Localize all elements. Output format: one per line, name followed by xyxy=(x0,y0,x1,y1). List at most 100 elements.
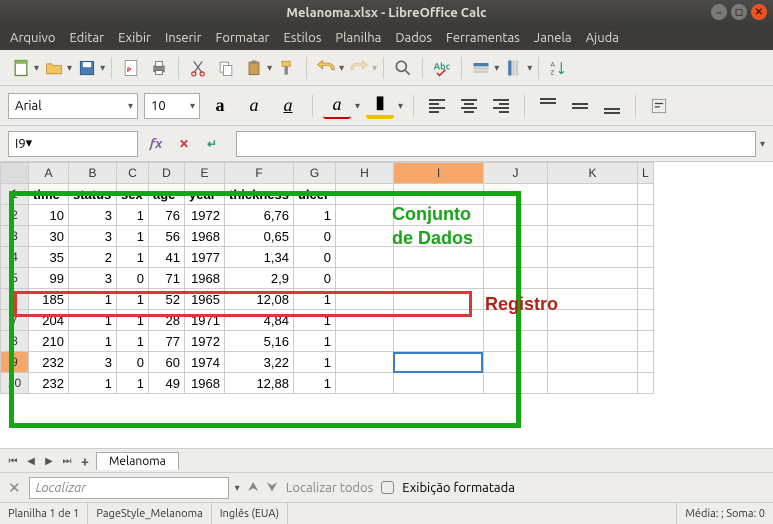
cell-F1[interactable]: thickness xyxy=(225,184,294,205)
cell-K5[interactable] xyxy=(547,268,637,289)
cell-A3[interactable]: 30 xyxy=(29,226,69,247)
cell-J4[interactable] xyxy=(483,247,547,268)
cell-B10[interactable]: 1 xyxy=(69,373,117,394)
cell-C1[interactable]: sex xyxy=(117,184,149,205)
print-button[interactable] xyxy=(146,55,172,81)
cell-B1[interactable]: status xyxy=(69,184,117,205)
row-header-1[interactable]: 1 xyxy=(1,184,29,205)
copy-button[interactable] xyxy=(213,55,239,81)
spreadsheet-grid[interactable]: ABCDEFGHIJKL1timestatussexageyearthickne… xyxy=(0,162,773,448)
cell-G9[interactable]: 1 xyxy=(293,352,335,373)
cell-L6[interactable] xyxy=(637,289,653,310)
align-bottom-button[interactable] xyxy=(599,93,625,119)
cell-H3[interactable] xyxy=(335,226,393,247)
column-header-A[interactable]: A xyxy=(29,163,69,184)
paste-button[interactable] xyxy=(241,55,267,81)
cell-A1[interactable]: time xyxy=(29,184,69,205)
cell-F7[interactable]: 4,84 xyxy=(225,310,294,331)
cell-E8[interactable]: 1972 xyxy=(185,331,225,352)
cell-L1[interactable] xyxy=(637,184,653,205)
cell-G6[interactable]: 1 xyxy=(293,289,335,310)
cell-K4[interactable] xyxy=(547,247,637,268)
align-top-button[interactable] xyxy=(535,93,561,119)
cell-B8[interactable]: 1 xyxy=(69,331,117,352)
cell-I1[interactable] xyxy=(393,184,483,205)
cell-G7[interactable]: 1 xyxy=(293,310,335,331)
cell-F10[interactable]: 12,88 xyxy=(225,373,294,394)
highlight-dropdown[interactable]: ▾ xyxy=(398,100,403,112)
cell-D7[interactable]: 28 xyxy=(149,310,185,331)
window-minimize-button[interactable]: – xyxy=(711,4,727,20)
row-header-10[interactable]: 10 xyxy=(1,373,29,394)
cell-reference-box[interactable]: I9▾ xyxy=(8,131,138,157)
column-button[interactable] xyxy=(501,55,527,81)
align-center-button[interactable] xyxy=(456,93,482,119)
row-header-3[interactable]: 3 xyxy=(1,226,29,247)
cell-E2[interactable]: 1972 xyxy=(185,205,225,226)
undo-button[interactable] xyxy=(313,55,339,81)
cell-D5[interactable]: 71 xyxy=(149,268,185,289)
column-header-I[interactable]: I xyxy=(393,163,483,184)
window-close-button[interactable]: ✕ xyxy=(751,4,767,20)
cell-G10[interactable]: 1 xyxy=(293,373,335,394)
cell-C2[interactable]: 1 xyxy=(117,205,149,226)
cell-I6[interactable] xyxy=(393,289,483,310)
cell-D4[interactable]: 41 xyxy=(149,247,185,268)
cell-G5[interactable]: 0 xyxy=(293,268,335,289)
menu-inserir[interactable]: Inserir xyxy=(165,31,202,45)
menu-janela[interactable]: Janela xyxy=(534,31,572,45)
row-header-2[interactable]: 2 xyxy=(1,205,29,226)
open-dropdown[interactable]: ▾ xyxy=(67,62,72,74)
row-header-5[interactable]: 5 xyxy=(1,268,29,289)
cell-I5[interactable] xyxy=(393,268,483,289)
find-all-button[interactable]: Localizar todos xyxy=(286,481,374,495)
cell-G1[interactable]: ulcer xyxy=(293,184,335,205)
cell-D3[interactable]: 56 xyxy=(149,226,185,247)
formula-input[interactable] xyxy=(236,131,756,157)
new-doc-button[interactable] xyxy=(8,55,34,81)
cell-G2[interactable]: 1 xyxy=(293,205,335,226)
cell-K3[interactable] xyxy=(547,226,637,247)
export-pdf-button[interactable]: P xyxy=(118,55,144,81)
menu-ajuda[interactable]: Ajuda xyxy=(586,31,619,45)
bold-button[interactable]: a xyxy=(206,93,234,119)
column-header-B[interactable]: B xyxy=(69,163,117,184)
highlight-button[interactable]: ▮ xyxy=(366,93,394,119)
underline-button[interactable]: a xyxy=(274,93,302,119)
cell-H6[interactable] xyxy=(335,289,393,310)
menu-dados[interactable]: Dados xyxy=(395,31,432,45)
tab-last-button[interactable]: ⏭ xyxy=(60,453,74,469)
row-header-4[interactable]: 4 xyxy=(1,247,29,268)
window-maximize-button[interactable]: ◻ xyxy=(731,4,747,20)
function-wizard-button[interactable]: fx xyxy=(144,132,168,156)
cell-K7[interactable] xyxy=(547,310,637,331)
column-header-H[interactable]: H xyxy=(335,163,393,184)
cell-B6[interactable]: 1 xyxy=(69,289,117,310)
cell-G8[interactable]: 1 xyxy=(293,331,335,352)
cell-H2[interactable] xyxy=(335,205,393,226)
menu-planilha[interactable]: Planilha xyxy=(335,31,381,45)
cell-F9[interactable]: 3,22 xyxy=(225,352,294,373)
cell-A7[interactable]: 204 xyxy=(29,310,69,331)
find-input[interactable]: Localizar xyxy=(29,477,229,499)
menu-ferramentas[interactable]: Ferramentas xyxy=(446,31,520,45)
cell-K9[interactable] xyxy=(547,352,637,373)
cell-J2[interactable] xyxy=(483,205,547,226)
paste-dropdown[interactable]: ▾ xyxy=(267,62,272,74)
font-size-combo[interactable]: 10▾ xyxy=(144,93,200,119)
cell-E3[interactable]: 1968 xyxy=(185,226,225,247)
tab-add-button[interactable]: + xyxy=(78,453,92,469)
cell-A8[interactable]: 210 xyxy=(29,331,69,352)
cell-C8[interactable]: 1 xyxy=(117,331,149,352)
spellcheck-button[interactable]: Abc xyxy=(429,55,455,81)
cell-F5[interactable]: 2,9 xyxy=(225,268,294,289)
formula-expand[interactable]: ▾ xyxy=(760,138,765,150)
cell-A6[interactable]: 185 xyxy=(29,289,69,310)
align-right-button[interactable] xyxy=(488,93,514,119)
cell-E6[interactable]: 1965 xyxy=(185,289,225,310)
clone-format-button[interactable] xyxy=(274,55,300,81)
cell-F8[interactable]: 5,16 xyxy=(225,331,294,352)
cell-F2[interactable]: 6,76 xyxy=(225,205,294,226)
column-dropdown[interactable]: ▾ xyxy=(527,62,532,74)
align-middle-button[interactable] xyxy=(567,93,593,119)
